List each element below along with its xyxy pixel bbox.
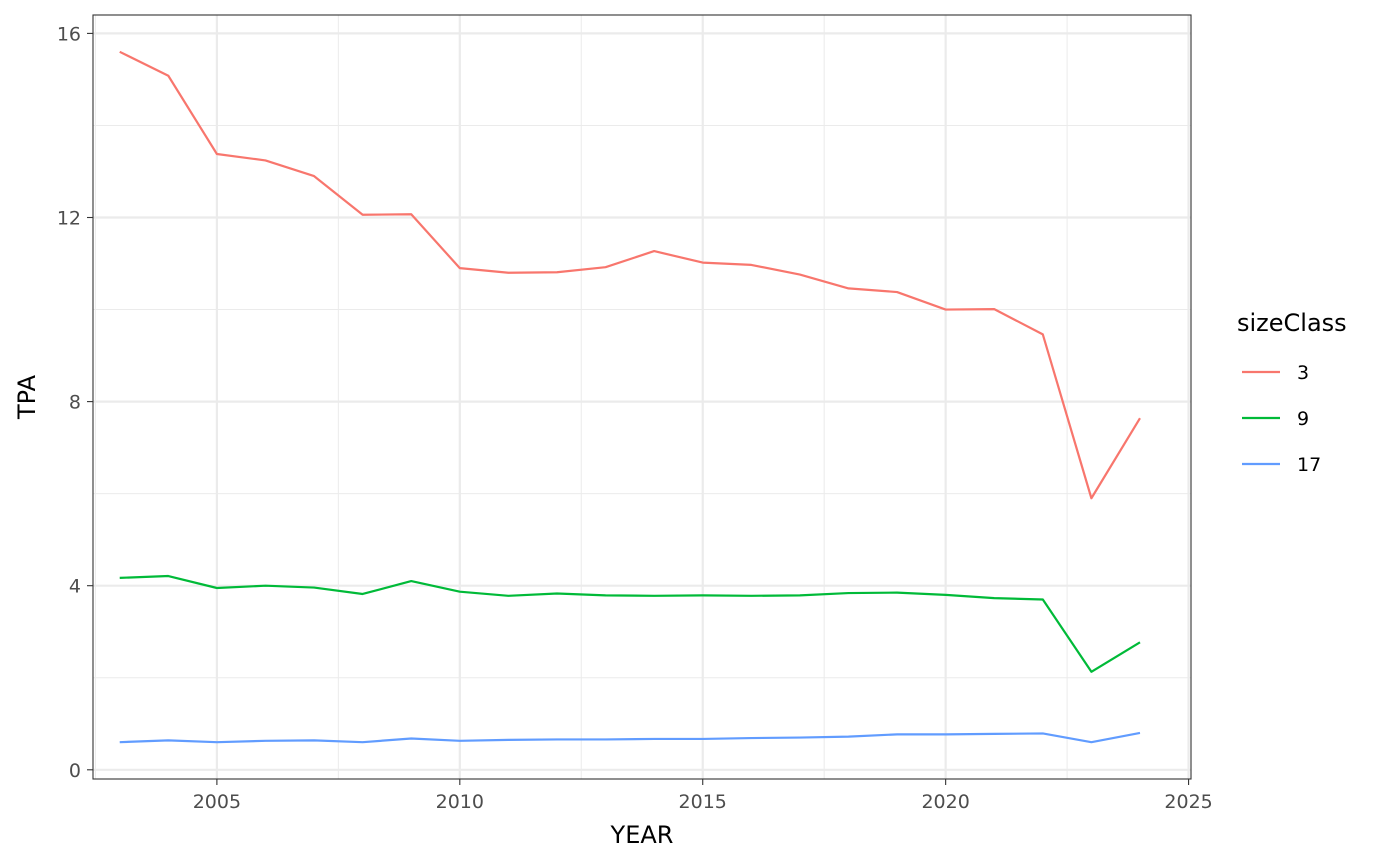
legend-label-3: 3 <box>1297 362 1309 384</box>
y-tick-label: 12 <box>57 208 81 230</box>
legend-label-17: 17 <box>1297 454 1321 476</box>
y-axis: 0 4 8 12 16 <box>57 23 93 782</box>
x-axis: 2005 2010 2015 2020 2025 <box>193 779 1213 813</box>
legend: sizeClass 3 9 17 <box>1237 309 1347 476</box>
series-lines <box>119 50 1141 744</box>
series-line-9 <box>119 574 1141 673</box>
x-tick-label: 2020 <box>921 791 969 813</box>
y-tick-label: 4 <box>69 576 81 598</box>
legend-items: 3 9 17 <box>1242 362 1321 476</box>
x-axis-title: YEAR <box>610 821 674 849</box>
panel-background <box>93 15 1191 779</box>
legend-label-9: 9 <box>1297 408 1309 430</box>
x-tick-label: 2010 <box>436 791 484 813</box>
panel-border <box>92 14 1192 780</box>
x-tick-label: 2015 <box>679 791 727 813</box>
x-tick-label: 2005 <box>193 791 241 813</box>
y-tick-label: 16 <box>57 23 81 45</box>
x-tick-label: 2025 <box>1164 791 1212 813</box>
legend-title: sizeClass <box>1237 309 1347 337</box>
y-tick-label: 8 <box>69 392 81 414</box>
plot-panel <box>92 14 1192 780</box>
y-axis-title: TPA <box>13 374 41 420</box>
series-line-3 <box>119 50 1141 500</box>
minor-gridlines <box>93 15 1191 779</box>
y-tick-label: 0 <box>69 760 81 782</box>
series-line-17 <box>119 731 1141 744</box>
